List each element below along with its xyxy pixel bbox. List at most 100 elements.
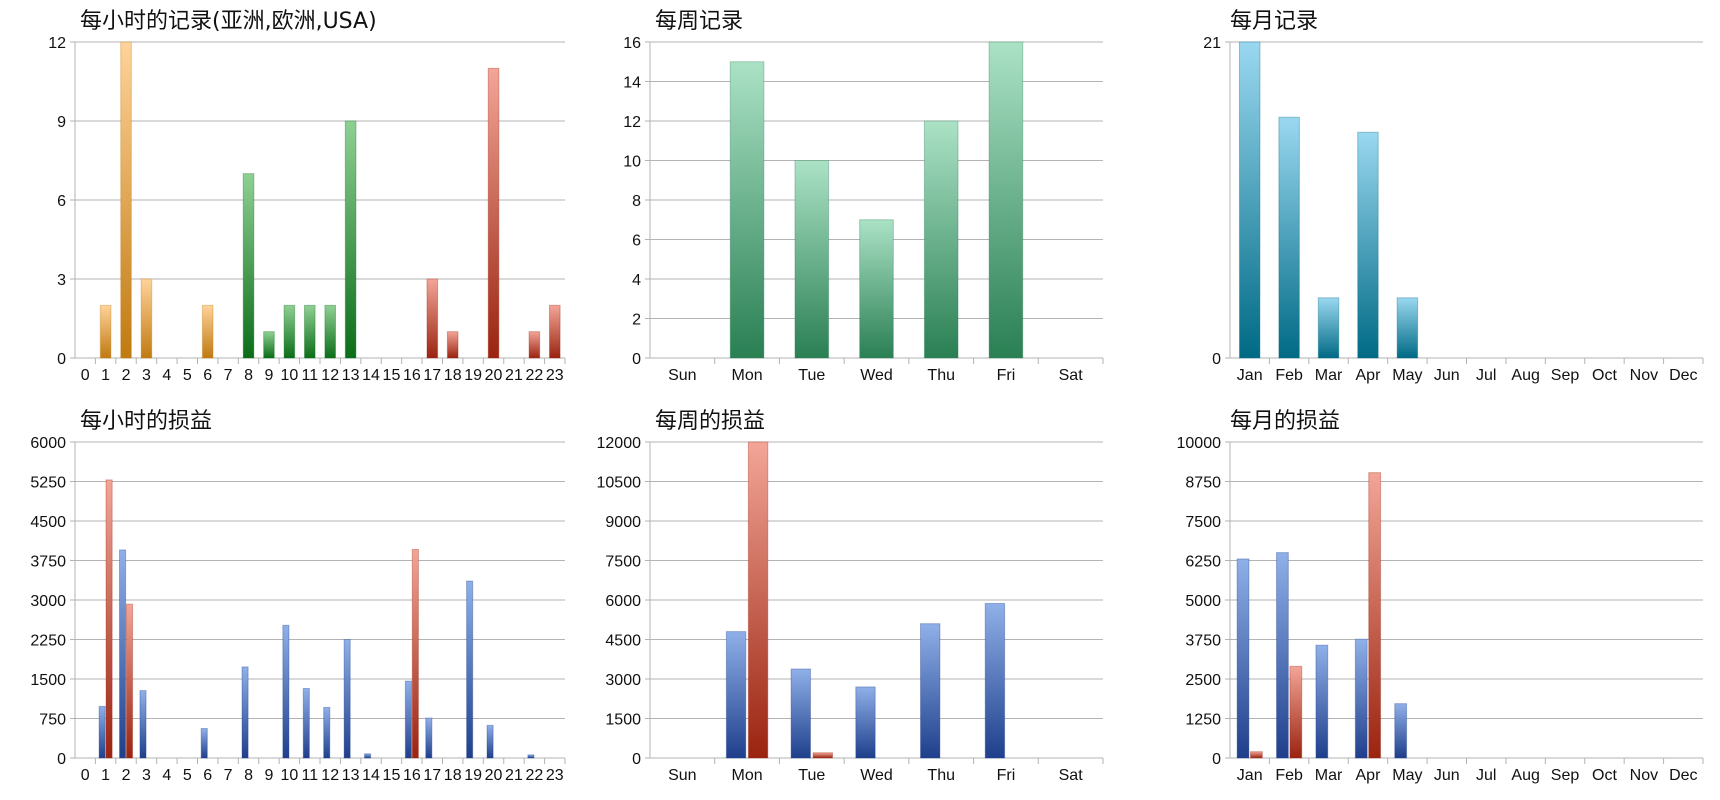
y-tick-label: 3000 (605, 672, 641, 689)
bar (527, 754, 535, 759)
bar (303, 304, 316, 359)
x-tick-label: 23 (546, 767, 564, 784)
bar (201, 304, 214, 359)
x-tick-label: 18 (444, 767, 462, 784)
x-tick-label: 21 (505, 367, 523, 384)
x-tick-label: Oct (1592, 367, 1617, 384)
y-tick-label: 2 (632, 312, 641, 329)
chart-title: 每周的损益 (655, 409, 765, 434)
y-tick-label: 14 (623, 75, 641, 92)
y-tick-label: 5000 (1185, 593, 1221, 610)
chart-title: 每周记录 (655, 9, 743, 34)
bar (426, 278, 439, 359)
chart-title: 每小时的损益 (80, 409, 212, 434)
bar (548, 304, 561, 359)
bar (263, 331, 275, 359)
y-tick-label: 6 (632, 233, 641, 250)
bar (283, 304, 296, 359)
x-tick-label: 5 (183, 767, 192, 784)
bar (324, 304, 337, 359)
bar (242, 173, 255, 359)
bar (411, 548, 419, 759)
x-tick-label: 16 (403, 767, 421, 784)
chart-title: 每小时的记录(亚洲,欧洲,USA) (80, 9, 377, 34)
x-tick-label: 9 (265, 367, 274, 384)
bar (729, 61, 765, 359)
x-tick-label: May (1392, 367, 1422, 384)
x-tick-label: 7 (224, 767, 233, 784)
x-tick-label: 9 (265, 767, 274, 784)
x-tick-label: 17 (423, 367, 441, 384)
bar (105, 479, 113, 759)
bar (302, 687, 310, 759)
x-tick-label: Thu (927, 367, 955, 384)
x-tick-label: 0 (81, 367, 90, 384)
x-tick-label: Feb (1275, 367, 1303, 384)
x-tick-label: Sat (1059, 367, 1084, 384)
bar (1238, 41, 1261, 359)
y-tick-label: 4500 (605, 633, 641, 650)
x-tick-label: 15 (383, 367, 401, 384)
y-tick-label: 10000 (1177, 435, 1222, 452)
bar (812, 752, 833, 759)
bar (859, 219, 894, 359)
bar (855, 686, 876, 759)
x-tick-label: Dec (1669, 367, 1697, 384)
x-tick-label: Feb (1275, 767, 1303, 784)
chart-2: 每周记录 0 2 4 6 8 10 12 14 16 Sun Mon Tue Wed Thu Fri Sat (623, 9, 1104, 384)
x-tick-label: 18 (444, 367, 462, 384)
bar (425, 717, 433, 759)
x-tick-label: 13 (342, 367, 360, 384)
x-tick-label: 2 (122, 767, 131, 784)
x-tick-label: 19 (464, 367, 482, 384)
x-tick-label: May (1392, 767, 1422, 784)
x-tick-label: Sat (1059, 767, 1084, 784)
bar (1278, 116, 1300, 359)
bar (282, 624, 290, 759)
bar (404, 680, 412, 759)
x-tick-label: 2 (122, 367, 131, 384)
bar (725, 631, 747, 759)
bar (323, 706, 331, 759)
bar (99, 304, 112, 359)
y-tick-label: 4 (632, 272, 641, 289)
bar (241, 666, 249, 759)
x-tick-label: Jun (1434, 767, 1460, 784)
y-tick-label: 750 (39, 712, 66, 729)
y-tick-label: 5250 (30, 475, 66, 492)
y-tick-label: 16 (623, 35, 641, 52)
x-tick-label: 13 (342, 767, 360, 784)
bar (1357, 131, 1379, 359)
x-tick-label: Mon (732, 767, 763, 784)
x-tick-label: Jun (1434, 367, 1460, 384)
x-tick-label: 5 (183, 367, 192, 384)
bar (119, 549, 127, 759)
y-tick-label: 12 (623, 114, 641, 131)
bar (98, 705, 106, 759)
bar (790, 668, 811, 759)
bar (923, 120, 959, 359)
x-tick-label: 1 (101, 767, 110, 784)
x-tick-label: 4 (162, 367, 171, 384)
bar (466, 580, 474, 759)
bar (1289, 665, 1303, 759)
x-tick-label: Apr (1356, 767, 1382, 784)
x-tick-label: 10 (280, 367, 298, 384)
x-tick-label: 20 (485, 767, 503, 784)
bar (343, 639, 351, 759)
x-tick-label: Thu (927, 767, 955, 784)
bar (139, 690, 147, 759)
x-tick-label: Mar (1315, 767, 1343, 784)
y-tick-label: 8 (632, 193, 641, 210)
chart-6: 每月的损益 0 1250 2500 3750 5000 6250 7500 8750 10000 J… (1177, 409, 1704, 784)
x-tick-label: 7 (224, 367, 233, 384)
x-tick-label: Aug (1511, 367, 1539, 384)
x-tick-label: Jan (1237, 367, 1263, 384)
y-tick-label: 0 (632, 751, 641, 768)
y-tick-label: 3 (57, 272, 66, 289)
x-tick-label: Jan (1237, 767, 1263, 784)
x-tick-label: Apr (1356, 367, 1382, 384)
bar (1354, 638, 1368, 759)
y-tick-label: 0 (57, 751, 66, 768)
x-tick-label: Dec (1669, 767, 1697, 784)
